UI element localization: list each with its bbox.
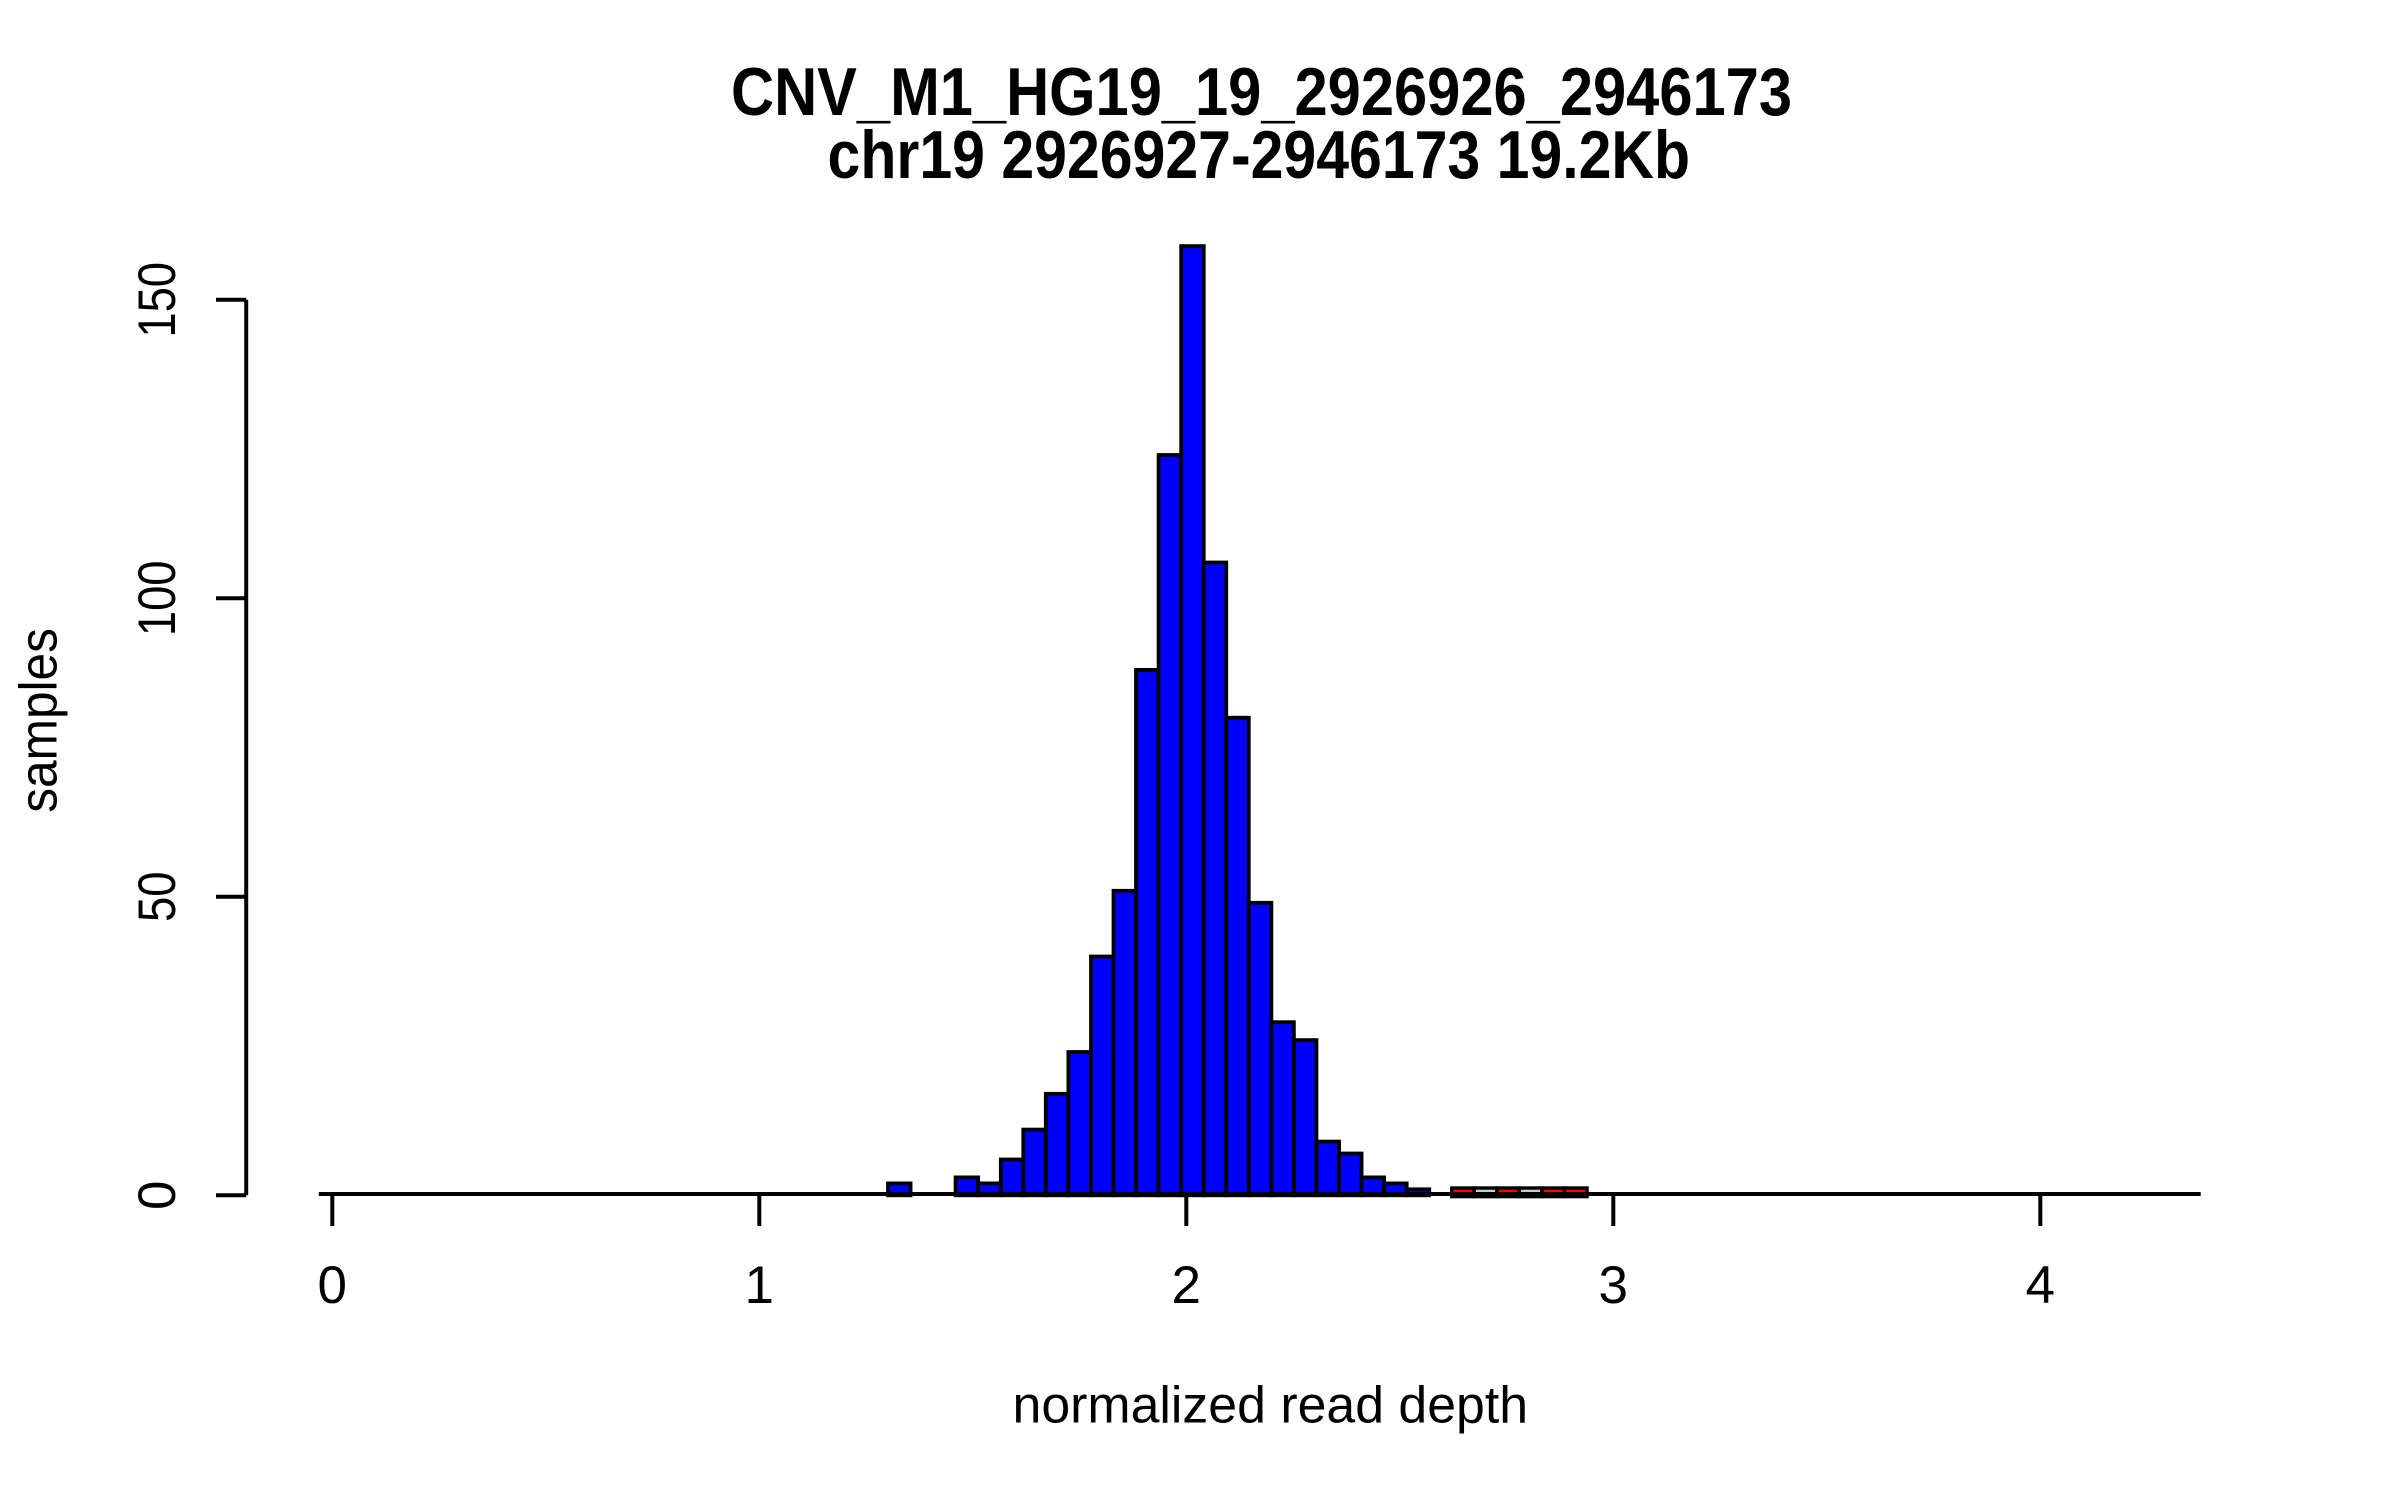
svg-text:100: 100: [128, 560, 187, 636]
svg-text:1: 1: [745, 1256, 774, 1315]
svg-text:0: 0: [318, 1256, 347, 1315]
svg-text:CNV_M1_HG19_19_2926926_2946173: CNV_M1_HG19_19_2926926_2946173: [731, 54, 1792, 130]
svg-text:normalized read depth: normalized read depth: [1013, 1377, 1529, 1435]
svg-text:4: 4: [2026, 1256, 2055, 1315]
svg-text:chr19 2926927-2946173 19.2Kb: chr19 2926927-2946173 19.2Kb: [828, 117, 1691, 193]
svg-text:50: 50: [128, 872, 187, 923]
svg-text:150: 150: [128, 262, 187, 338]
svg-text:2: 2: [1172, 1256, 1201, 1315]
svg-text:samples: samples: [10, 628, 69, 813]
svg-text:0: 0: [128, 1181, 187, 1210]
svg-text:3: 3: [1599, 1256, 1628, 1315]
